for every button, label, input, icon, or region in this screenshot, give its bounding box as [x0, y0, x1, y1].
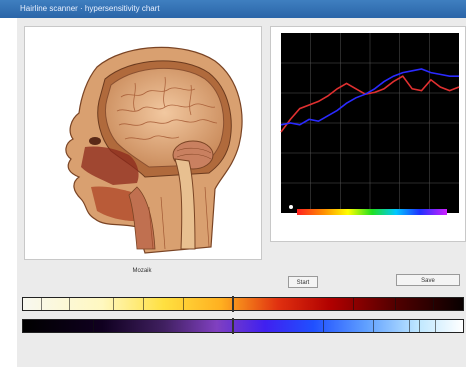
window-title: Hairline scanner · hypersensitivity char…: [20, 4, 160, 13]
chart-panel: [270, 26, 466, 242]
chart-series: [280, 68, 460, 133]
save-button[interactable]: Save: [396, 274, 460, 286]
heat-bar-slider[interactable]: [232, 296, 234, 312]
head-image-panel: [24, 26, 262, 260]
start-button[interactable]: Start: [288, 276, 318, 288]
origin-marker: [289, 205, 293, 209]
heat-colormap-bar: [22, 296, 464, 312]
series-line-1: [280, 75, 460, 133]
line-chart: [280, 33, 460, 215]
series-line-2: [280, 68, 459, 126]
head-illustration: [65, 46, 243, 254]
chart-grid: [281, 33, 459, 213]
image-caption: Mozaik: [132, 268, 152, 274]
color-spectrum-strip: [297, 209, 447, 215]
title-bar: Hairline scanner · hypersensitivity char…: [0, 0, 466, 18]
cold-colormap-bar: [22, 318, 464, 334]
cold-bar-slider[interactable]: [232, 318, 234, 334]
